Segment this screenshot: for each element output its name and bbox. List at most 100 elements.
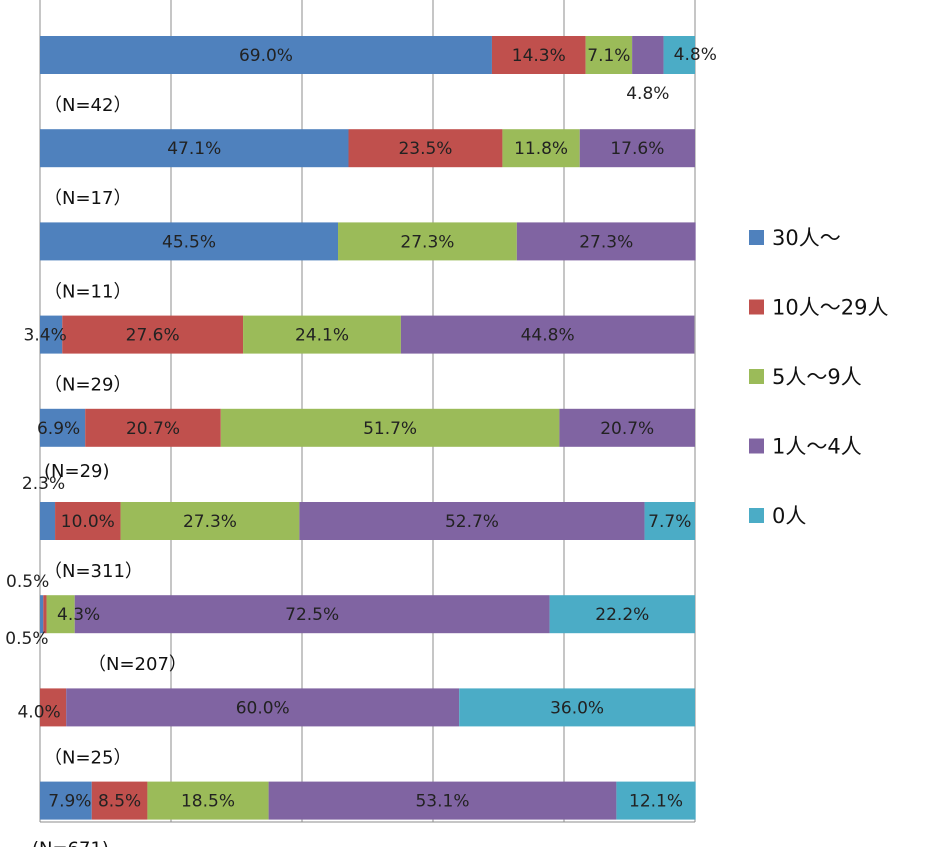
bar-segment xyxy=(40,408,86,447)
data-label: 0.5% xyxy=(6,572,49,592)
data-label: 10.0% xyxy=(61,512,115,532)
data-label: 18.5% xyxy=(181,792,235,812)
data-label: 3.4% xyxy=(24,326,67,346)
data-label: 47.1% xyxy=(167,139,221,159)
category-label: （N=207） xyxy=(88,654,187,675)
data-label: 12.1% xyxy=(629,792,683,812)
data-label: 11.8% xyxy=(514,139,568,159)
bar-segment xyxy=(491,36,586,74)
bar-segment xyxy=(55,502,121,540)
category-label: （N=42） xyxy=(44,95,131,116)
data-label: 4.8% xyxy=(626,84,669,104)
data-label: 8.5% xyxy=(98,792,141,812)
bar-segment xyxy=(120,502,300,540)
category-label: (N=671) xyxy=(32,839,109,847)
bar-segment xyxy=(268,781,617,820)
bar-segment xyxy=(220,408,560,447)
bar-segment xyxy=(400,315,695,354)
data-label: 36.0% xyxy=(550,698,604,718)
bar-segment xyxy=(40,129,349,168)
data-label: 7.9% xyxy=(48,792,91,812)
bar-segment xyxy=(549,595,695,634)
bar-segment xyxy=(66,688,460,727)
category-label: （N=29） xyxy=(44,375,131,396)
data-label: 14.3% xyxy=(512,46,566,66)
bar-segment xyxy=(40,781,92,820)
bar-segment xyxy=(40,222,339,261)
data-label: 7.7% xyxy=(648,512,691,532)
bar-segment xyxy=(348,129,503,168)
bar-segment xyxy=(40,502,56,540)
category-labels: （N=42） （N=17） （N=11） （N=29） (N=29) （N=311） （N=… xyxy=(32,95,187,847)
bar-segment xyxy=(85,408,221,447)
data-label: 69.0% xyxy=(239,46,293,66)
legend-swatch xyxy=(749,508,764,523)
data-label: 6.9% xyxy=(37,419,80,439)
data-label: 20.7% xyxy=(600,419,654,439)
data-label: 22.2% xyxy=(595,605,649,625)
bar-segment xyxy=(147,781,269,820)
legend-label: 5人～9人 xyxy=(772,365,862,389)
data-label: 17.6% xyxy=(610,139,664,159)
bar-segment xyxy=(40,688,67,727)
legend: 30人～ 10人～29人 5人～9人 1人～4人 0人 xyxy=(749,226,888,528)
bar-segment xyxy=(338,222,517,261)
data-label: 24.1% xyxy=(295,326,349,346)
data-label: 4.3% xyxy=(57,605,100,625)
legend-label: 10人～29人 xyxy=(772,296,888,320)
category-label: （N=311） xyxy=(44,561,143,582)
data-label: 4.0% xyxy=(17,702,60,722)
data-label: 0.5% xyxy=(5,629,48,649)
bar-segment xyxy=(43,595,47,634)
bar-segment xyxy=(459,688,695,727)
category-label: (N=29) xyxy=(44,461,110,482)
data-label: 72.5% xyxy=(285,605,339,625)
legend-swatch xyxy=(749,369,764,384)
bar-segment xyxy=(559,408,695,447)
bar-segment xyxy=(40,315,63,354)
legend-swatch xyxy=(749,438,764,454)
data-label: 23.5% xyxy=(398,139,452,159)
legend-label: 1人～4人 xyxy=(772,435,862,459)
data-label: 45.5% xyxy=(162,232,216,252)
data-label: 53.1% xyxy=(415,792,469,812)
category-label: （N=17） xyxy=(44,188,131,209)
bar-segment xyxy=(644,502,695,540)
bar-segment xyxy=(585,36,633,74)
bar-segment xyxy=(663,36,695,74)
bar-segment xyxy=(40,595,44,634)
bar-segment xyxy=(46,595,75,634)
data-label: 27.3% xyxy=(183,512,237,532)
data-label: 27.3% xyxy=(400,232,454,252)
data-label: 27.3% xyxy=(579,232,633,252)
bar-segment xyxy=(62,315,244,354)
data-label: 44.8% xyxy=(521,326,575,346)
legend-label: 0人 xyxy=(772,504,806,528)
bar-segment xyxy=(502,129,580,168)
legend-swatch xyxy=(749,230,764,245)
bar-segment xyxy=(243,315,401,354)
data-label: 4.8% xyxy=(674,45,717,65)
data-label: 27.6% xyxy=(126,326,180,346)
legend-label: 30人～ xyxy=(772,226,841,250)
bar-segment xyxy=(632,36,664,74)
category-label: （N=11） xyxy=(44,281,131,302)
data-label: 51.7% xyxy=(363,419,417,439)
data-label: 60.0% xyxy=(236,698,290,718)
bar-segment xyxy=(299,502,645,540)
bar-segment xyxy=(516,222,696,261)
data-label: 7.1% xyxy=(587,46,630,66)
data-label: 20.7% xyxy=(126,419,180,439)
bar-segment xyxy=(74,595,550,634)
bar-segment xyxy=(579,129,695,168)
data-labels: 69.0% 14.3% 7.1% 4.8%4.8% 47.1% 23.5% 11.8% 17.… xyxy=(5,45,717,812)
bar-segment xyxy=(40,36,492,74)
data-label: 52.7% xyxy=(445,512,499,532)
bar-segment xyxy=(616,781,696,820)
bar-segment xyxy=(91,781,148,820)
legend-swatch xyxy=(749,299,764,315)
data-label: 2.3% xyxy=(22,474,65,494)
category-label: （N=25） xyxy=(44,747,131,768)
bars xyxy=(40,36,696,820)
